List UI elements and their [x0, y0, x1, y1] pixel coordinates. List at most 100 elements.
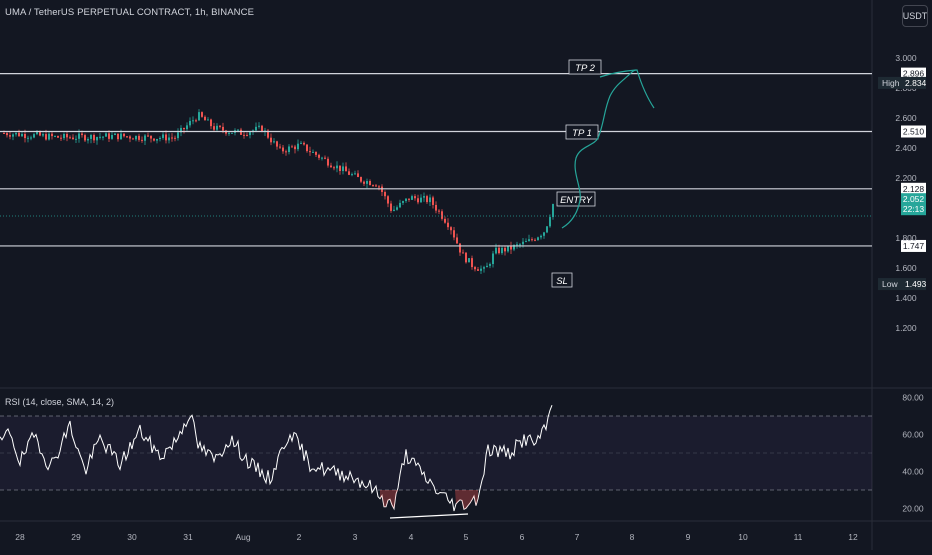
candle-body [528, 239, 530, 242]
level-price-box-0 [901, 67, 926, 80]
candle-body [513, 245, 515, 250]
candle-body [66, 133, 68, 138]
candle-body [114, 133, 116, 135]
candle-body [501, 247, 503, 254]
price-tick-4: 2.200 [895, 173, 917, 183]
candle-body [324, 157, 326, 159]
symbol-title: UMA / TetherUS PERPETUAL CONTRACT, 1h, B… [5, 7, 255, 18]
candle-body [537, 237, 539, 241]
candle-body [27, 137, 29, 139]
candle-body [318, 154, 320, 158]
candle-body [279, 146, 281, 148]
candle-body [54, 135, 56, 137]
candle-body [255, 126, 257, 131]
price-tick-8: 1.200 [895, 323, 917, 333]
time-label-14: 11 [794, 532, 803, 542]
candle-body [348, 171, 350, 175]
candle-body [276, 141, 278, 147]
candle-body [39, 132, 41, 136]
candle-body [273, 141, 275, 143]
candle-body [21, 133, 23, 137]
candle-body [258, 125, 260, 127]
candle-body [96, 137, 98, 141]
time-label-0: 28 [15, 532, 25, 542]
time-label-6: 3 [353, 532, 358, 542]
rsi-title: RSI (14, close, SMA, 14, 2) [5, 397, 115, 407]
divergence-line[interactable] [389, 513, 469, 519]
candle-body [522, 241, 524, 245]
candle-body [189, 120, 191, 126]
candle-body [306, 144, 308, 152]
candle-body [228, 132, 230, 134]
candle-body [210, 119, 212, 127]
low-marker-box [878, 278, 926, 291]
level-annotation-box-0[interactable] [568, 59, 602, 75]
candle-body [390, 203, 392, 211]
forecast-path[interactable] [561, 69, 655, 229]
candle-body [309, 151, 311, 153]
candle-body [462, 252, 464, 254]
candle-body [363, 181, 365, 184]
rsi-oversold-fill-1 [455, 490, 478, 510]
candle-body [111, 134, 113, 139]
high-marker-value: 2.834 [905, 78, 927, 88]
candle-body [477, 269, 479, 271]
currency-button[interactable]: USDT [902, 5, 928, 27]
candle-body [483, 267, 485, 269]
current-price-value: 2.052 [903, 194, 925, 204]
candle-body [231, 132, 233, 134]
candle-body [489, 264, 491, 266]
current-price-countdown: 22:13 [903, 204, 925, 214]
candle-body [441, 211, 443, 219]
level-annotation-2: ENTRY [560, 195, 593, 206]
candle-body [120, 133, 122, 140]
candle-body [546, 226, 548, 233]
candle-body [420, 197, 422, 203]
level-annotation-box-2[interactable] [556, 191, 596, 207]
candle-body [549, 217, 551, 227]
high-marker-label: High [882, 78, 900, 88]
time-label-2: 30 [127, 532, 137, 542]
candle-body [144, 135, 146, 141]
candle-body [453, 230, 455, 238]
candle-body [426, 196, 428, 203]
candle-body [204, 116, 206, 121]
candle-body [543, 232, 545, 236]
rsi-tick-1: 60.00 [902, 430, 924, 440]
candle-body [174, 137, 176, 139]
candle-body [195, 120, 197, 122]
candle-body [342, 166, 344, 171]
candle-body [423, 196, 425, 198]
candle-body [399, 202, 401, 208]
candle-body [336, 165, 338, 169]
rsi-axis[interactable]: 80.00 60.00 40.00 20.00 [902, 393, 924, 514]
candle-body [351, 174, 353, 176]
candle-body [51, 133, 53, 137]
candle-body [396, 207, 398, 210]
candle-body [519, 244, 521, 246]
candle-body [285, 151, 287, 153]
level-price-box-1 [901, 125, 926, 138]
candle-body [450, 227, 452, 231]
candle-body [414, 196, 416, 199]
time-axis[interactable]: 28 29 30 31 Aug 2 3 4 5 6 7 8 9 10 11 12 [15, 532, 858, 542]
price-tick-2: 2.600 [895, 113, 917, 123]
candle-body [456, 237, 458, 244]
candle-body [48, 133, 50, 140]
level-annotation-box-3[interactable] [551, 272, 573, 288]
level-annotation-box-1[interactable] [565, 124, 599, 140]
candle-body [45, 134, 47, 140]
candle-body [81, 133, 83, 136]
level-price-3: 1.747 [903, 241, 925, 251]
time-label-12: 9 [686, 532, 691, 542]
candle-body [198, 112, 200, 121]
time-label-3: 31 [183, 532, 193, 542]
candle-body [147, 135, 149, 137]
candle-body [465, 252, 467, 263]
candle-body [180, 127, 182, 133]
candle-body [525, 241, 527, 243]
candle-body [282, 147, 284, 152]
candle-body [165, 134, 167, 141]
